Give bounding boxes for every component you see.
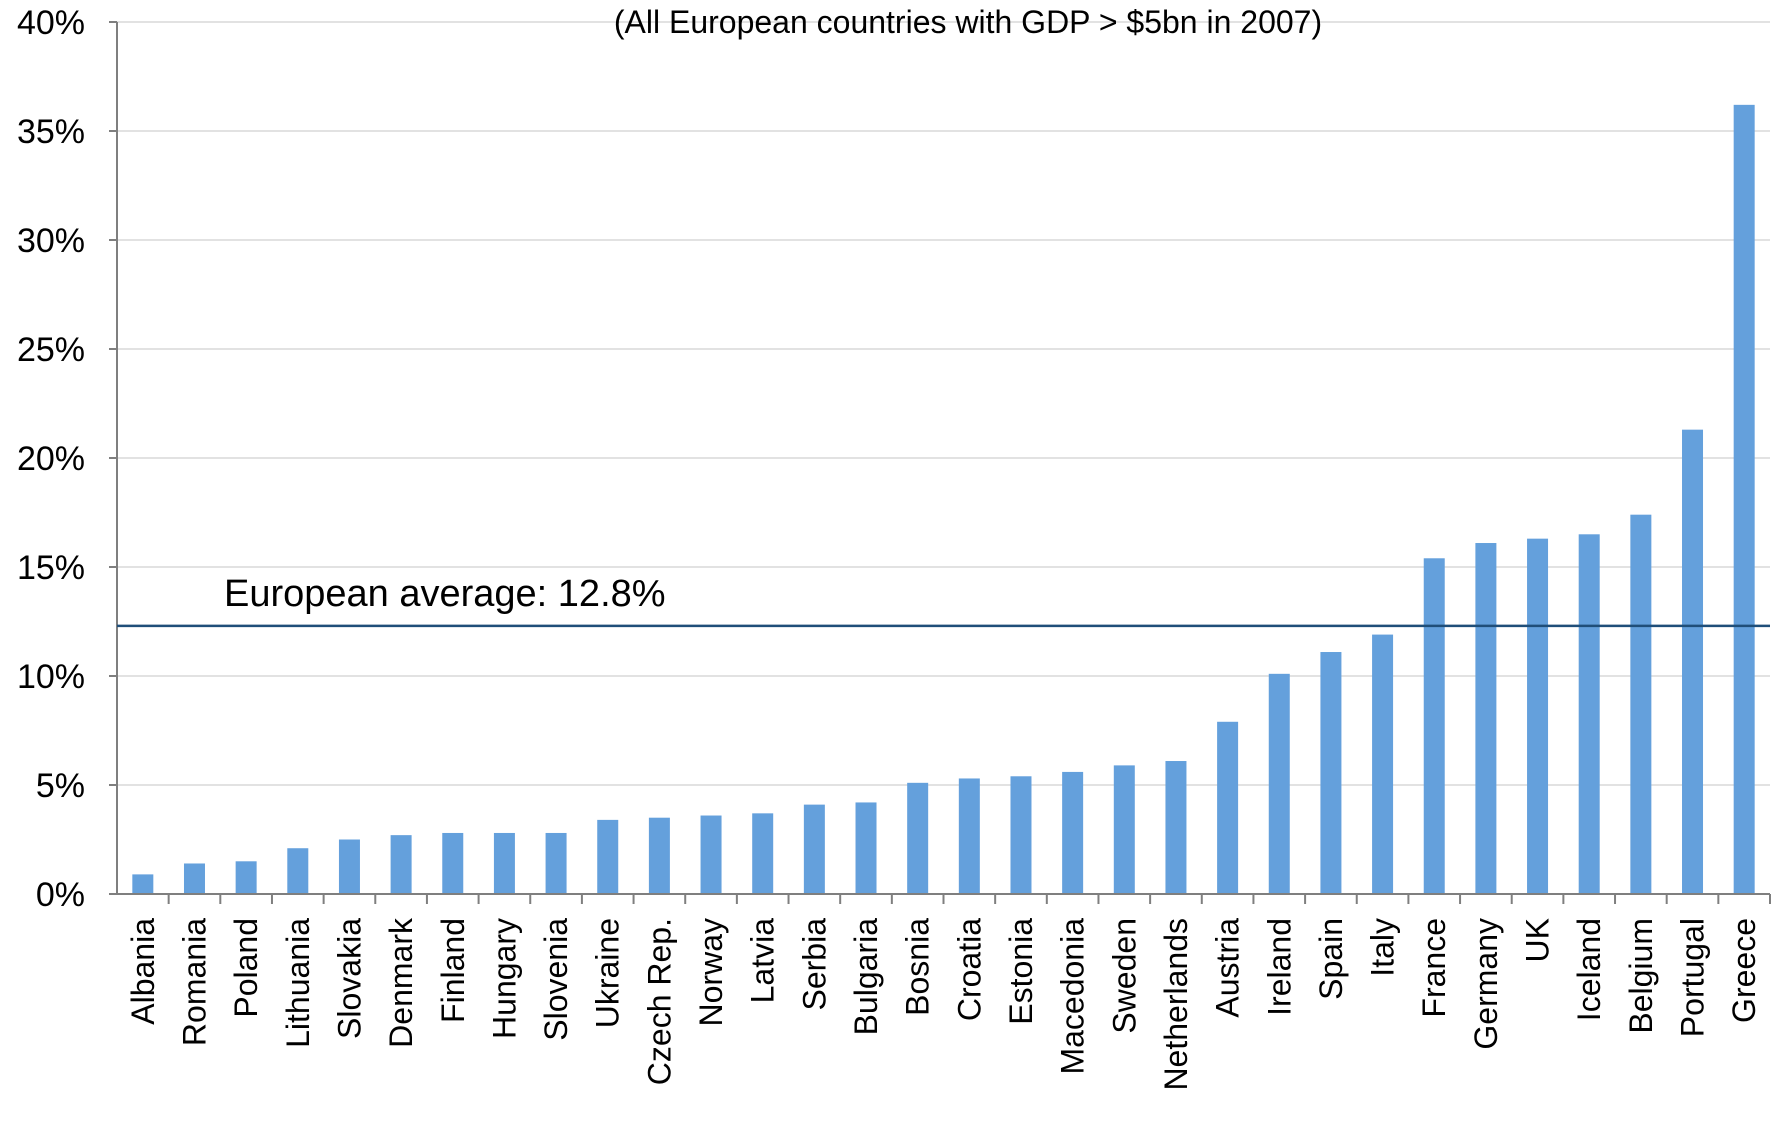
bars (132, 104, 1755, 895)
y-tick-label: 40% (17, 4, 85, 42)
x-tick-label: Croatia (951, 918, 987, 1021)
x-tick-label: Bosnia (900, 918, 936, 1016)
x-tick-label: Netherlands (1158, 918, 1194, 1091)
bar-belgium (1630, 514, 1652, 894)
x-tick-label: Denmark (383, 917, 419, 1048)
bar-macedonia (1062, 771, 1084, 894)
x-tick-label: Serbia (796, 918, 832, 1011)
bar-estonia (1010, 776, 1032, 894)
chart-subtitle: (All European countries with GDP > $5bn … (614, 4, 1322, 40)
x-tick-label: Sweden (1106, 918, 1142, 1034)
bar-denmark (390, 835, 412, 894)
x-tick-label: Norway (693, 918, 729, 1026)
bar-greece (1733, 104, 1755, 895)
bar-germany (1475, 543, 1497, 894)
x-tick-label: France (1416, 918, 1452, 1018)
bar-latvia (752, 813, 774, 894)
bar-portugal (1682, 429, 1704, 894)
y-tick-label: 5% (36, 767, 85, 805)
y-tick-label: 10% (17, 658, 85, 696)
x-tick-label: Estonia (1003, 918, 1039, 1025)
y-tick-labels: 0% 5% 10% 15% 20% 25% 30% 35% 40% (17, 4, 117, 914)
x-tick-labels: Albania Romania Poland Lithuania Slovakia Den… (125, 894, 1771, 1091)
x-tick-label: Iceland (1571, 918, 1607, 1021)
bar-slovakia (338, 839, 360, 894)
bar-spain (1320, 652, 1342, 894)
bar-uk (1527, 538, 1549, 894)
x-tick-label: Italy (1365, 918, 1401, 977)
bar-italy (1372, 634, 1394, 894)
x-tick-label: Romania (176, 918, 212, 1046)
x-tick-label: Bulgaria (848, 918, 884, 1036)
x-tick-label: Czech Rep. (641, 918, 677, 1085)
x-tick-label: Slovakia (331, 918, 367, 1039)
x-tick-label: Macedonia (1055, 918, 1091, 1075)
bar-lithuania (287, 848, 309, 894)
bar-netherlands (1165, 761, 1187, 894)
bar-austria (1217, 721, 1239, 894)
bar-czech-rep (648, 817, 670, 894)
bar-croatia (958, 778, 980, 894)
y-tick-label: 0% (36, 876, 85, 914)
x-tick-label: Latvia (745, 918, 781, 1004)
x-tick-label: Ireland (1261, 918, 1297, 1016)
bar-ireland (1268, 673, 1290, 894)
bar-albania (132, 874, 154, 894)
y-tick-label: 25% (17, 331, 85, 369)
x-tick-label: Belgium (1623, 918, 1659, 1034)
bar-norway (700, 815, 722, 894)
european-average-label: European average: 12.8% (224, 573, 666, 615)
x-tick-label: Austria (1210, 918, 1246, 1018)
x-tick-label: Poland (228, 918, 264, 1018)
y-tick-label: 15% (17, 549, 85, 587)
bar-ukraine (597, 819, 619, 894)
bar-bulgaria (855, 802, 877, 894)
x-tick-label: Slovenia (538, 918, 574, 1041)
x-tick-label: Ukraine (590, 918, 626, 1028)
bar-serbia (803, 804, 825, 894)
x-tick-label: Finland (435, 918, 471, 1023)
x-tick-label: Lithuania (280, 918, 316, 1048)
bar-sweden (1113, 765, 1135, 894)
bar-hungary (493, 832, 515, 894)
x-tick-label: UK (1520, 918, 1556, 962)
y-tick-label: 20% (17, 440, 85, 478)
bar-france (1423, 558, 1445, 894)
bar-bosnia (907, 782, 929, 894)
x-tick-label: Greece (1726, 918, 1762, 1023)
y-tick-label: 30% (17, 222, 85, 260)
bar-romania (183, 863, 205, 894)
bar-poland (235, 861, 257, 894)
y-tick-label: 35% (17, 113, 85, 151)
x-tick-label: Spain (1313, 918, 1349, 1000)
gridlines (117, 21, 1770, 786)
x-tick-label: Albania (125, 918, 161, 1025)
bar-finland (442, 832, 464, 894)
x-tick-label: Hungary (486, 918, 522, 1039)
x-tick-label: Portugal (1675, 918, 1711, 1037)
bar-iceland (1578, 534, 1600, 894)
x-tick-label: Germany (1468, 918, 1504, 1050)
bar-slovenia (545, 832, 567, 894)
